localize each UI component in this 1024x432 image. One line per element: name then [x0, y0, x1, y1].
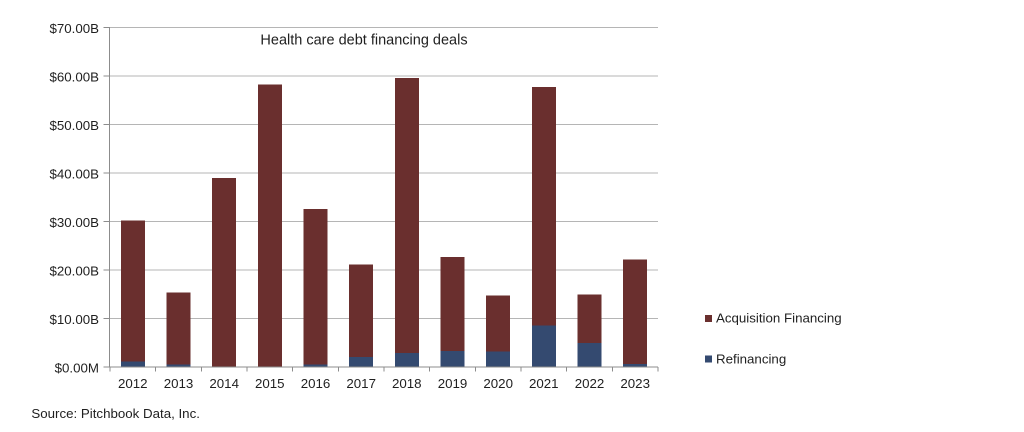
svg-text:$20.00B: $20.00B — [49, 264, 99, 279]
svg-text:$50.00B: $50.00B — [49, 118, 99, 133]
svg-text:2017: 2017 — [346, 376, 376, 391]
svg-text:$30.00B: $30.00B — [49, 215, 99, 230]
svg-text:2015: 2015 — [255, 376, 285, 391]
svg-text:Source: Pitchbook Data, Inc.: Source: Pitchbook Data, Inc. — [31, 406, 200, 421]
svg-text:Acquisition Financing: Acquisition Financing — [716, 311, 842, 326]
svg-text:$10.00B: $10.00B — [49, 312, 99, 327]
svg-text:Health care debt financing dea: Health care debt financing deals — [260, 33, 467, 49]
svg-text:2023: 2023 — [620, 376, 650, 391]
svg-text:2020: 2020 — [483, 376, 513, 391]
svg-text:2018: 2018 — [392, 376, 422, 391]
svg-text:2022: 2022 — [575, 376, 605, 391]
svg-text:$70.00B: $70.00B — [49, 21, 99, 36]
svg-text:$0.00M: $0.00M — [55, 361, 99, 376]
svg-text:$40.00B: $40.00B — [49, 167, 99, 182]
svg-text:$60.00B: $60.00B — [49, 70, 99, 85]
svg-text:2016: 2016 — [301, 376, 331, 391]
svg-text:2019: 2019 — [438, 376, 468, 391]
svg-text:2021: 2021 — [529, 376, 559, 391]
svg-text:2013: 2013 — [164, 376, 194, 391]
svg-text:Refinancing: Refinancing — [716, 352, 786, 367]
svg-text:2012: 2012 — [118, 376, 148, 391]
svg-text:2014: 2014 — [209, 376, 239, 391]
